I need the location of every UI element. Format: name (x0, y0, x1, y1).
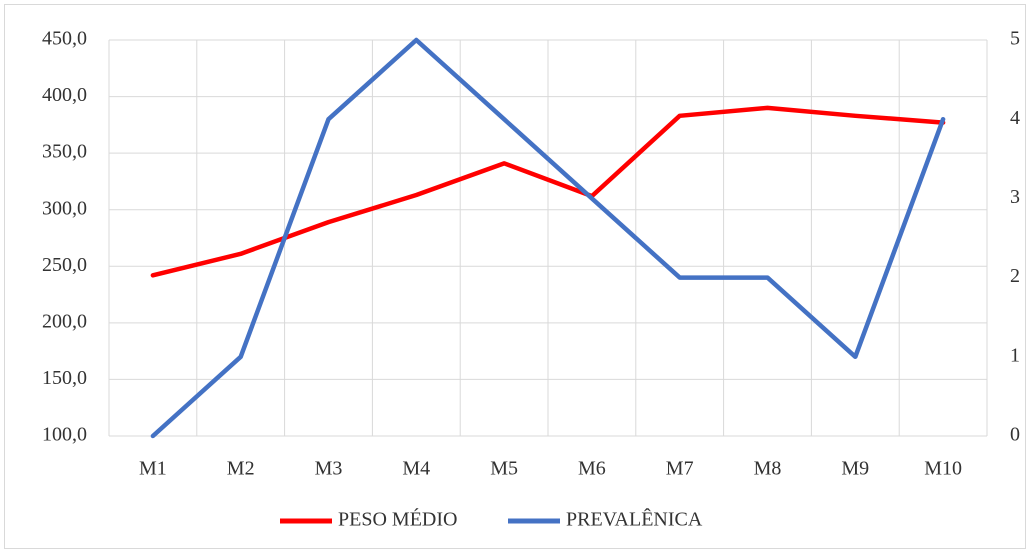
y2-tick-label: 2 (1010, 265, 1020, 287)
x-tick-label: M6 (578, 458, 606, 480)
y-tick-label: 250,0 (42, 254, 87, 276)
x-tick-label: M8 (754, 458, 782, 480)
x-tick-label: M9 (841, 458, 869, 480)
y-tick-label: 150,0 (42, 367, 87, 389)
x-tick-label: M3 (315, 458, 343, 480)
series-line (150, 37, 946, 439)
y-tick-label: 100,0 (42, 424, 87, 446)
legend-label: PESO MÉDIO (338, 508, 457, 531)
y2-tick-label: 3 (1010, 186, 1020, 208)
x-tick-label: M7 (666, 458, 694, 480)
y2-tick-label: 4 (1010, 107, 1020, 129)
y2-tick-label: 5 (1010, 28, 1020, 50)
y-tick-label: 300,0 (42, 197, 87, 219)
y-tick-label: 200,0 (42, 310, 87, 332)
x-tick-label: M2 (227, 458, 255, 480)
x-tick-label: M1 (139, 458, 167, 480)
x-tick-label: M10 (924, 458, 962, 480)
legend-label: PREVALÊNICA (566, 508, 703, 531)
x-tick-label: M4 (402, 458, 430, 480)
y-tick-label: 350,0 (42, 141, 87, 163)
y-tick-label: 400,0 (42, 84, 87, 106)
y2-tick-label: 1 (1010, 344, 1020, 366)
y2-tick-label: 0 (1010, 424, 1020, 446)
x-tick-label: M5 (490, 458, 518, 480)
chart-border (4, 4, 1026, 549)
y-tick-label: 450,0 (42, 28, 87, 50)
